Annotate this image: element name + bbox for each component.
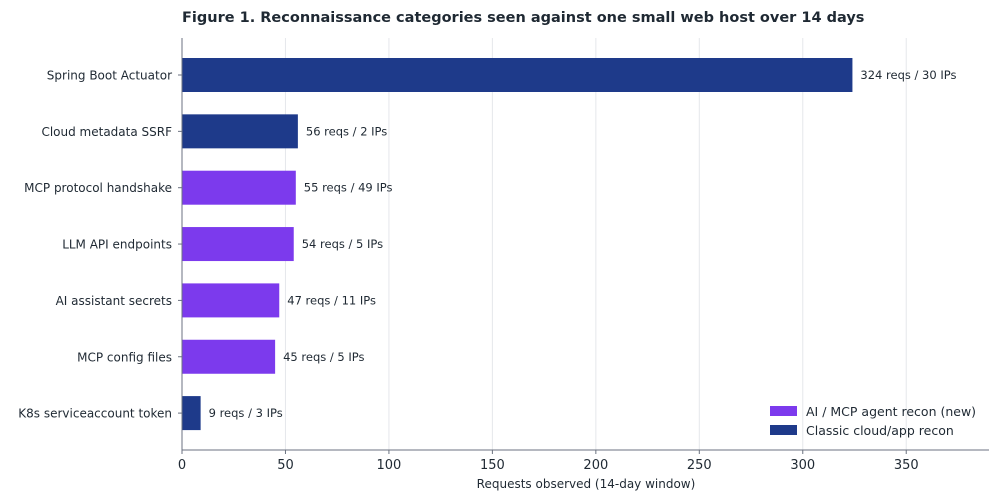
- category-label-5: MCP config files: [77, 350, 172, 364]
- bar-1: [182, 114, 298, 149]
- x-tick-label-5: 250: [687, 458, 712, 473]
- chart-title: Figure 1. Reconnaissance categories seen…: [182, 10, 864, 26]
- legend-label-classic: Classic cloud/app recon: [806, 423, 954, 438]
- data-label-5: 45 reqs / 5 IPs: [283, 350, 364, 364]
- x-tick-label-4: 200: [583, 458, 608, 473]
- legend-swatch-classic: [770, 425, 797, 435]
- x-tick-label-1: 50: [277, 458, 294, 473]
- x-tick-label-7: 350: [894, 458, 919, 473]
- x-axis-label: Requests observed (14-day window): [477, 477, 696, 491]
- category-label-1: Cloud metadata SSRF: [41, 125, 172, 139]
- category-label-6: K8s serviceaccount token: [18, 407, 172, 421]
- x-tick-label-3: 150: [480, 458, 505, 473]
- bar-5: [182, 339, 276, 374]
- data-label-6: 9 reqs / 3 IPs: [209, 406, 283, 420]
- bar-3: [182, 227, 294, 262]
- legend-swatch-ai: [770, 406, 797, 416]
- data-label-4: 47 reqs / 11 IPs: [287, 293, 376, 307]
- category-label-3: LLM API endpoints: [62, 238, 172, 252]
- bars: Spring Boot Actuator 324 reqs / 30 IPs Clo…: [18, 58, 956, 431]
- x-tick-label-2: 100: [377, 458, 402, 473]
- data-label-2: 55 reqs / 49 IPs: [304, 181, 393, 195]
- bar-4: [182, 283, 280, 318]
- axes: 0 50 100 150 200 250 300 350: [178, 38, 989, 473]
- data-label-1: 56 reqs / 2 IPs: [306, 124, 387, 138]
- data-label-0: 324 reqs / 30 IPs: [860, 68, 956, 82]
- x-tick-label-0: 0: [178, 458, 186, 473]
- grid-lines: [284, 38, 907, 450]
- category-label-4: AI assistant secrets: [56, 294, 172, 308]
- bar-0: [182, 58, 853, 92]
- bar-2: [182, 170, 296, 205]
- category-label-0: Spring Boot Actuator: [47, 69, 172, 83]
- data-label-3: 54 reqs / 5 IPs: [302, 237, 383, 251]
- legend: AI / MCP agent recon (new) Classic cloud/…: [770, 404, 976, 438]
- legend-label-ai: AI / MCP agent recon (new): [806, 404, 976, 419]
- bar-6: [182, 396, 201, 431]
- category-label-2: MCP protocol handshake: [24, 181, 172, 195]
- x-tick-label-6: 300: [790, 458, 815, 473]
